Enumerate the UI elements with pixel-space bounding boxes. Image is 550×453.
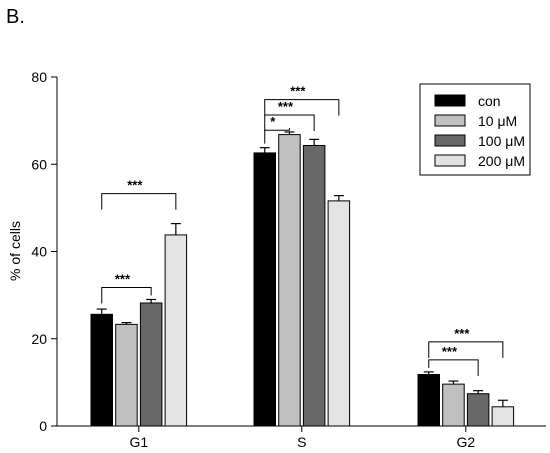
y-tick-label: 40 [31, 244, 47, 260]
bars [90, 131, 515, 427]
significance-bracket [264, 99, 340, 116]
significance-bracket [264, 114, 315, 131]
y-axis-label: % of cells [7, 221, 23, 281]
bar [491, 406, 515, 427]
significance-brackets: ******************* [101, 84, 504, 376]
legend-swatch [434, 154, 466, 167]
legend-label: 200 μM [478, 153, 525, 169]
y-tick-label: 0 [39, 418, 47, 434]
bar [442, 383, 465, 427]
bar [417, 374, 440, 427]
legend-label: 10 μM [478, 113, 517, 129]
bar [253, 152, 276, 427]
bar [139, 302, 163, 427]
bar [302, 144, 326, 427]
x-tick-label: G2 [456, 434, 475, 450]
significance-label: *** [442, 344, 458, 359]
y-tick-label: 20 [31, 331, 47, 347]
y-tick-label: 60 [31, 156, 47, 172]
significance-label: *** [454, 326, 470, 341]
significance-label: *** [290, 84, 306, 99]
significance-label: * [270, 114, 276, 129]
legend-label: con [478, 93, 501, 109]
bar [164, 234, 188, 427]
legend-swatch [434, 134, 466, 147]
bar [115, 323, 138, 427]
legend-label: 100 μM [478, 133, 525, 149]
x-tick-label: S [297, 434, 306, 450]
legend: con 10 μM 100 μM 200 μM [419, 83, 531, 176]
panel-label: B. [6, 6, 25, 28]
significance-label: *** [278, 99, 294, 114]
legend-swatch [434, 114, 466, 127]
bar [327, 200, 351, 427]
significance-label: *** [115, 271, 131, 286]
significance-bracket [101, 193, 177, 210]
bar [90, 313, 113, 427]
significance-bracket [264, 127, 290, 144]
significance-bracket [428, 341, 504, 358]
significance-label: *** [127, 178, 143, 193]
y-tick-label: 80 [31, 69, 47, 85]
axes: 0 20 40 60 80 G1 S G2 [31, 69, 546, 450]
significance-bracket [428, 359, 479, 376]
bar [466, 393, 490, 427]
significance-bracket [101, 286, 152, 304]
bar [278, 134, 301, 427]
legend-swatch [434, 94, 466, 107]
x-tick-label: G1 [129, 434, 148, 450]
